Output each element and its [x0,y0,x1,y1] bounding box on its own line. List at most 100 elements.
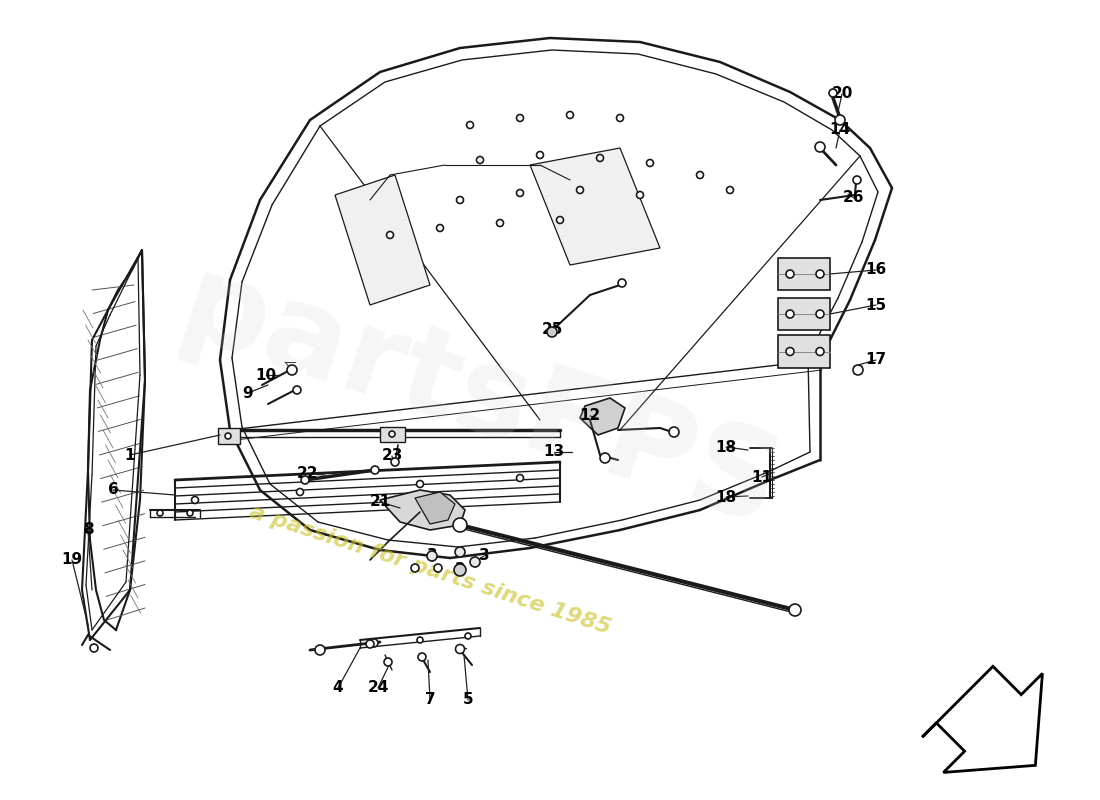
Text: 24: 24 [367,681,388,695]
Circle shape [226,433,231,439]
Text: 8: 8 [82,522,94,538]
Polygon shape [530,148,660,265]
Text: 20: 20 [832,86,852,102]
Circle shape [466,122,473,129]
Circle shape [537,151,543,158]
Circle shape [386,231,394,238]
Text: 15: 15 [866,298,887,313]
Text: 17: 17 [866,353,887,367]
Text: 10: 10 [255,367,276,382]
Text: 7: 7 [425,693,436,707]
Circle shape [437,225,443,231]
Circle shape [726,186,734,194]
Polygon shape [379,427,405,442]
Circle shape [301,476,309,484]
Circle shape [637,191,644,198]
Text: 1: 1 [124,447,135,462]
Circle shape [389,431,395,437]
Text: 9: 9 [243,386,253,401]
Circle shape [517,190,524,197]
Text: 22: 22 [297,466,319,482]
Circle shape [600,453,610,463]
Text: 18: 18 [715,490,737,505]
Circle shape [453,518,468,532]
Circle shape [517,114,524,122]
Circle shape [454,564,466,576]
Text: 6: 6 [108,482,119,498]
Circle shape [829,89,837,97]
Text: 19: 19 [62,553,82,567]
Circle shape [293,386,301,394]
Circle shape [789,604,801,616]
Circle shape [816,310,824,318]
Circle shape [618,279,626,287]
Circle shape [427,551,437,561]
Polygon shape [379,490,465,530]
Circle shape [786,310,794,318]
Circle shape [596,154,604,162]
Circle shape [696,171,704,178]
Text: 3: 3 [478,549,490,563]
Polygon shape [778,335,830,368]
Circle shape [647,159,653,166]
Circle shape [669,427,679,437]
Circle shape [390,458,399,466]
Circle shape [476,157,484,163]
Text: 5: 5 [463,693,473,707]
Circle shape [816,270,824,278]
Polygon shape [580,398,625,435]
Circle shape [566,111,573,118]
Text: 4: 4 [332,681,343,695]
Text: partsFPS: partsFPS [166,248,794,552]
Circle shape [157,510,163,516]
Text: 26: 26 [844,190,865,206]
Circle shape [371,466,380,474]
Circle shape [455,645,464,654]
Circle shape [370,639,378,647]
Text: 25: 25 [541,322,563,338]
Circle shape [384,658,392,666]
Circle shape [417,481,424,487]
Circle shape [455,547,465,557]
Circle shape [287,365,297,375]
Circle shape [315,645,324,655]
Polygon shape [778,298,830,330]
Circle shape [786,270,794,278]
Text: 3: 3 [427,549,438,563]
Text: 14: 14 [829,122,850,138]
Circle shape [557,217,563,223]
Circle shape [816,347,824,355]
Polygon shape [778,258,830,290]
Circle shape [517,474,524,482]
Circle shape [191,497,198,503]
Circle shape [456,197,463,203]
Circle shape [616,114,624,122]
Circle shape [576,186,583,194]
Circle shape [434,564,442,572]
Circle shape [815,142,825,152]
Text: 13: 13 [543,445,564,459]
Text: 21: 21 [370,494,390,510]
Text: 2: 2 [454,562,465,578]
Text: a passion for parts since 1985: a passion for parts since 1985 [246,502,613,638]
Circle shape [470,557,480,567]
Text: 18: 18 [715,439,737,454]
Circle shape [417,637,424,643]
Circle shape [411,564,419,572]
Circle shape [496,219,504,226]
Circle shape [835,115,845,125]
Polygon shape [415,492,455,524]
Polygon shape [922,666,1043,773]
Circle shape [187,510,192,516]
Circle shape [366,640,374,648]
Polygon shape [336,175,430,305]
Circle shape [465,633,471,639]
Circle shape [547,327,557,337]
Text: 16: 16 [866,262,887,278]
Text: 23: 23 [382,449,403,463]
Circle shape [418,653,426,661]
Circle shape [297,489,304,495]
Circle shape [852,176,861,184]
Text: 12: 12 [580,409,601,423]
Circle shape [786,347,794,355]
